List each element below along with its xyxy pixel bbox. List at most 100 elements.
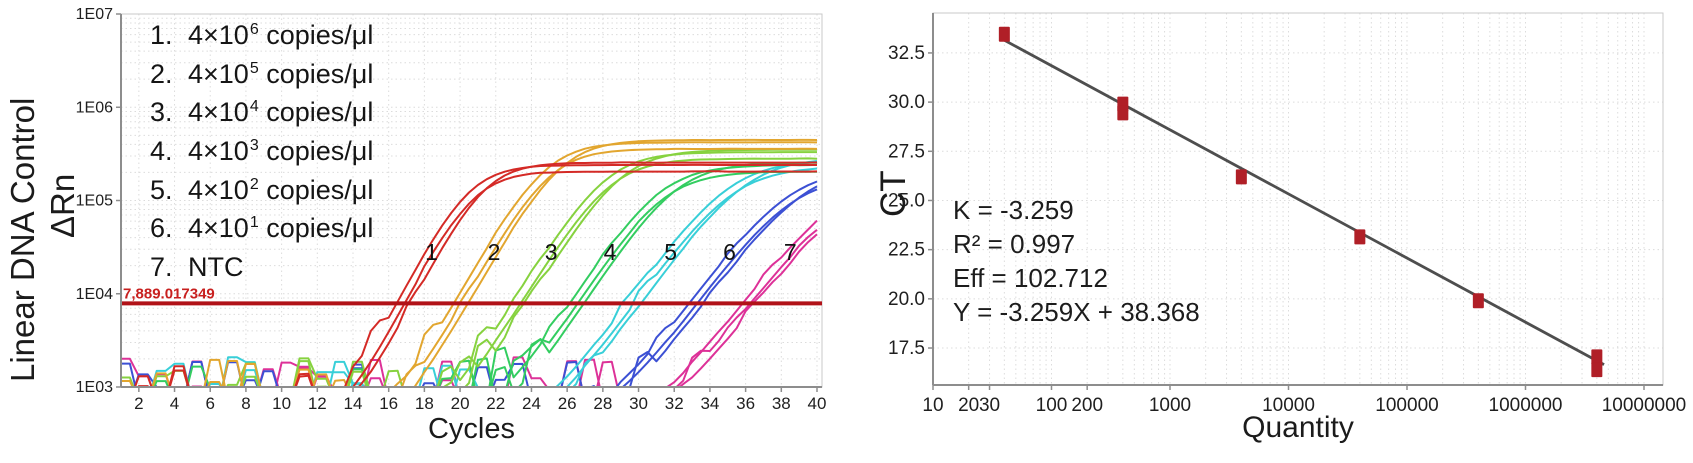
svg-text:10000: 10000 bbox=[1262, 395, 1315, 416]
cycles-axis-title: Cycles bbox=[427, 413, 515, 445]
x-tick-labels: 2 4 6 8 10 12 14 16 18 20 22 24 26 28 30 32 34 36 38 40 bbox=[134, 394, 826, 413]
svg-text:7: 7 bbox=[784, 239, 797, 265]
svg-text:100000: 100000 bbox=[1375, 395, 1438, 416]
stat-r2: R² = 0.997 bbox=[953, 229, 1076, 259]
amplification-curve-1 bbox=[133, 161, 818, 387]
amplification-curve-3 bbox=[151, 151, 817, 387]
grid-lines bbox=[121, 14, 822, 387]
amplification-curve-4 bbox=[186, 170, 817, 387]
svg-text:1E07: 1E07 bbox=[76, 6, 113, 23]
legend-item: 3. 4×104 copies/μl bbox=[150, 97, 374, 128]
legend-item: 7. NTC bbox=[150, 252, 244, 283]
y-tick-labels: 1E07 1E06 1E05 1E04 1E03 bbox=[76, 6, 113, 396]
svg-text:30.0: 30.0 bbox=[888, 92, 925, 113]
amplification-curve-2 bbox=[203, 147, 818, 387]
legend-item: 1. 4×106 copies/μl bbox=[150, 20, 374, 50]
svg-text:38: 38 bbox=[772, 394, 791, 413]
svg-text:4: 4 bbox=[604, 239, 617, 265]
amplification-curve-5 bbox=[150, 161, 818, 387]
svg-text:12: 12 bbox=[308, 394, 327, 413]
data-point-marker bbox=[998, 26, 1010, 42]
svg-text:200: 200 bbox=[1071, 395, 1103, 416]
svg-text:40: 40 bbox=[808, 394, 827, 413]
svg-text:1E03: 1E03 bbox=[76, 379, 113, 396]
svg-text:1000: 1000 bbox=[1149, 395, 1191, 416]
svg-text:4: 4 bbox=[170, 394, 179, 413]
amplification-curve-1 bbox=[137, 163, 817, 387]
amplification-curve-3 bbox=[292, 157, 818, 387]
threshold-value-label: 7,889.017349 bbox=[123, 285, 215, 302]
svg-text:1: 1 bbox=[425, 239, 438, 265]
legend-item: 6. 4×101 copies/μl bbox=[150, 213, 374, 244]
svg-text:25.0: 25.0 bbox=[888, 190, 925, 211]
amplification-curve-7 bbox=[274, 219, 818, 387]
legend-exponent: 5 bbox=[249, 59, 259, 77]
standard-curve-chart: 10 20 30 100 200 1000 10000 100000 1000000 100000… bbox=[888, 12, 1686, 416]
stat-k: K = -3.259 bbox=[953, 195, 1074, 225]
svg-text:22.5: 22.5 bbox=[888, 240, 925, 261]
svg-text:1E06: 1E06 bbox=[76, 99, 113, 116]
svg-text:2: 2 bbox=[134, 394, 143, 413]
stat-equation: Y = -3.259X + 38.368 bbox=[953, 297, 1200, 327]
y-tick-labels: 32.5 30.0 27.5 25.0 22.5 20.0 17.5 bbox=[888, 43, 925, 359]
quantity-axis-title: Quantity bbox=[1242, 411, 1354, 444]
amplification-curve-6 bbox=[133, 185, 818, 387]
svg-text:10: 10 bbox=[922, 395, 943, 416]
data-point-marker bbox=[1472, 293, 1484, 309]
svg-text:1E05: 1E05 bbox=[76, 193, 113, 210]
svg-text:26: 26 bbox=[558, 394, 577, 413]
data-point-marker bbox=[1591, 349, 1603, 365]
svg-text:20: 20 bbox=[958, 395, 979, 416]
legend-item: 4. 4×103 copies/μl bbox=[150, 136, 374, 167]
svg-text:22: 22 bbox=[486, 394, 505, 413]
x-tick-labels: 10 20 30 100 200 1000 10000 100000 1000000 100000… bbox=[922, 395, 1686, 416]
svg-text:16: 16 bbox=[379, 394, 398, 413]
regression-line bbox=[1001, 37, 1605, 366]
svg-text:100: 100 bbox=[1036, 395, 1068, 416]
svg-text:17.5: 17.5 bbox=[888, 338, 925, 359]
axis-ticks bbox=[116, 13, 818, 392]
svg-text:28: 28 bbox=[593, 394, 612, 413]
svg-text:10: 10 bbox=[272, 394, 291, 413]
amplification-curve-1 bbox=[294, 170, 818, 387]
data-points bbox=[998, 26, 1603, 378]
amplification-curve-3 bbox=[121, 148, 817, 387]
svg-text:1000000: 1000000 bbox=[1489, 395, 1563, 416]
svg-text:10000000: 10000000 bbox=[1602, 395, 1687, 416]
grid-lines bbox=[933, 13, 1663, 385]
svg-text:36: 36 bbox=[736, 394, 755, 413]
svg-text:30: 30 bbox=[629, 394, 648, 413]
svg-text:30: 30 bbox=[979, 395, 1000, 416]
svg-text:8: 8 bbox=[241, 394, 250, 413]
amplification-curve-5 bbox=[311, 167, 818, 387]
amplification-curve-2 bbox=[121, 141, 818, 387]
svg-text:32.5: 32.5 bbox=[888, 43, 925, 64]
data-point-marker bbox=[1354, 229, 1366, 245]
svg-text:18: 18 bbox=[415, 394, 434, 413]
legend: 1. 4×106 copies/μl 2. 4×105 copies/μl 3. 4×10… bbox=[150, 16, 373, 287]
svg-text:5: 5 bbox=[664, 239, 677, 265]
svg-text:14: 14 bbox=[344, 394, 363, 413]
svg-text:6: 6 bbox=[723, 239, 736, 265]
svg-text:1E04: 1E04 bbox=[76, 286, 113, 303]
data-point-marker bbox=[1591, 362, 1603, 378]
data-point-marker bbox=[1235, 169, 1247, 185]
right-y-axis-title: CT bbox=[874, 170, 913, 218]
stat-eff: Eff = 102.712 bbox=[953, 263, 1108, 293]
svg-text:27.5: 27.5 bbox=[888, 141, 925, 162]
amplification-curve-6 bbox=[185, 188, 818, 387]
amplification-curve-7 bbox=[151, 229, 818, 387]
svg-text:34: 34 bbox=[700, 394, 719, 413]
legend-exponent: 4 bbox=[249, 98, 259, 116]
svg-text:32: 32 bbox=[665, 394, 684, 413]
axis-ticks bbox=[928, 52, 1645, 390]
legend-item: 2. 4×105 copies/μl bbox=[150, 58, 374, 89]
svg-text:20.0: 20.0 bbox=[888, 289, 925, 310]
svg-text:3: 3 bbox=[545, 239, 558, 265]
legend-exponent: 1 bbox=[249, 214, 259, 232]
svg-text:20: 20 bbox=[451, 394, 470, 413]
legend-exponent: 2 bbox=[249, 175, 259, 193]
legend-exponent: 3 bbox=[249, 137, 259, 155]
